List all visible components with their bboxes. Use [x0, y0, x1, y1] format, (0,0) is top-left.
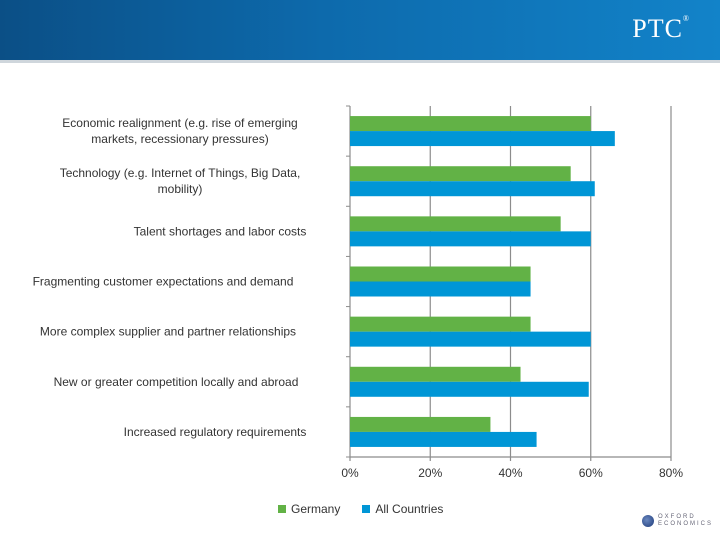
category-label: Economic realignment (e.g. rise of emerg…	[62, 116, 297, 146]
logo-line2: ECONOMICS	[658, 521, 714, 527]
category-label: More complex supplier and partner relati…	[40, 325, 296, 339]
bar-germany	[350, 266, 531, 282]
bar-all-countries	[350, 381, 589, 397]
bar-all-countries	[350, 331, 591, 347]
bar-all-countries	[350, 281, 531, 297]
bar-all-countries	[350, 181, 595, 197]
category-label: Fragmenting customer expectations and de…	[33, 275, 294, 289]
bar-germany	[350, 216, 561, 232]
category-label: Talent shortages and labor costs	[134, 224, 307, 238]
x-tick-label: 40%	[498, 466, 522, 480]
header-banner: PTC®	[0, 0, 720, 63]
x-tick-label: 20%	[418, 466, 442, 480]
bar-germany	[350, 166, 571, 182]
legend-swatch	[362, 505, 371, 513]
x-tick-label: 0%	[341, 466, 359, 480]
legend-item: Germany	[278, 502, 340, 516]
globe-icon	[642, 515, 654, 527]
legend: Germany All Countries	[278, 502, 443, 516]
oxford-economics-logo: OXFORD ECONOMICS	[642, 514, 713, 528]
x-tick-label: 60%	[579, 466, 603, 480]
legend-label: All Countries	[375, 502, 444, 516]
logo-mark: ®	[682, 14, 690, 23]
category-label: Increased regulatory requirements	[124, 425, 307, 439]
bar-germany	[350, 316, 531, 332]
legend-swatch	[278, 505, 286, 513]
legend-item: All Countries	[362, 502, 443, 516]
bar-all-countries	[350, 131, 615, 147]
bar-germany	[350, 366, 521, 382]
category-label: New or greater competition locally and a…	[54, 375, 299, 389]
bar-all-countries	[350, 231, 591, 247]
bar-all-countries	[350, 431, 537, 447]
logo-line1: OXFORD	[658, 514, 696, 520]
bar-germany	[350, 416, 491, 432]
x-tick-label: 80%	[659, 466, 683, 480]
ptc-logo: PTC®	[632, 14, 690, 44]
logo-text: PTC	[632, 14, 683, 43]
category-label: Technology (e.g. Internet of Things, Big…	[60, 166, 301, 196]
legend-label: Germany	[291, 502, 341, 516]
bar-germany	[350, 116, 591, 132]
